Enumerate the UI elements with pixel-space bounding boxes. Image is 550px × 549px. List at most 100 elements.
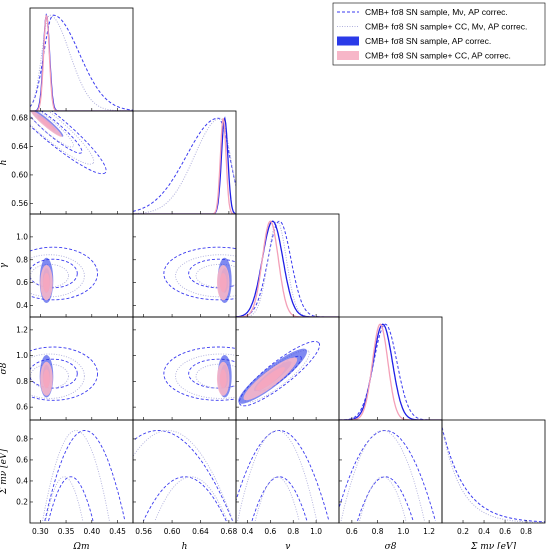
contour-line-1-2 [30, 111, 95, 165]
xtick-label-gamma-3: 1.0 [310, 527, 322, 536]
legend-label-2: CMB+ fσ8 SN sample, AP correc. [365, 36, 491, 46]
marginal-curve-sigma8-3 [339, 323, 442, 420]
xtick-label-omega_m-1: 0.35 [58, 527, 75, 536]
legend-label-1: CMB+ fσ8 SN sample+ CC, Mν, AP correc. [365, 22, 527, 32]
ytick-label-sigma8-2: 1.0 [16, 351, 28, 360]
ytick-label-gamma-1: 0.6 [16, 278, 28, 287]
ytick-label-gamma-2: 0.8 [16, 255, 28, 264]
contour-omega_m-gamma [30, 246, 98, 304]
contour-line-0-2 [163, 346, 236, 401]
yaxis-label-sigma8: σ8 [0, 362, 9, 374]
marginal-curve-gamma-1 [236, 220, 339, 317]
xtick-label-h-1: 0.60 [164, 527, 181, 536]
marginal-h [133, 116, 236, 214]
contour-fill-3-1 [38, 116, 55, 131]
contour-line-0-1 [251, 476, 308, 522]
xtick-label-sigma8-1: 0.8 [372, 527, 384, 536]
marginal-curve-h-0 [133, 117, 236, 212]
marginal-omega_m [30, 13, 133, 111]
ytick-label-sigma8-3: 1.2 [16, 325, 28, 334]
marginal-curve-gamma-0 [236, 220, 339, 317]
contour-line-0-1 [30, 258, 78, 289]
contour-h-gamma [163, 246, 236, 304]
contour-sigma8-sum_mnu [339, 430, 436, 522]
xtick-label-sigma8-2: 1.0 [397, 527, 409, 536]
ytick-label-sigma8-1: 0.8 [16, 377, 28, 386]
ytick-label-gamma-3: 1.0 [16, 232, 28, 241]
contour-line-1-1 [154, 476, 228, 522]
contour-line-1-2 [30, 353, 85, 399]
contour-line-1-1 [30, 263, 69, 288]
ytick-label-h-0: 0.56 [11, 199, 28, 208]
xaxis-label-sum_mnu: Σ mν [eV] [470, 542, 516, 549]
xtick-label-h-3: 0.68 [221, 527, 238, 536]
contour-fill-3-1 [219, 369, 227, 389]
marginal-curve-omega_m-0 [30, 14, 133, 111]
xaxis-label-h: h [182, 542, 188, 549]
marginal-gamma [236, 220, 339, 317]
xtick-label-omega_m-0: 0.30 [32, 527, 49, 536]
marginal-curve-sum_mnu-0 [442, 427, 545, 523]
ytick-label-sum_mnu-2: 0.6 [16, 455, 28, 464]
contour-fill-3-1 [43, 273, 50, 293]
marginal-curve-sigma8-2 [339, 323, 442, 420]
contour-fill-3-1 [219, 273, 227, 293]
marginal-curve-h-2 [133, 116, 236, 214]
contour-line-1-2 [175, 353, 236, 399]
contour-line-0-1 [143, 476, 227, 522]
yaxis-label-gamma: γ [0, 262, 9, 268]
xtick-label-sum_mnu-1: 0.4 [478, 527, 490, 536]
contour-line-1-2 [340, 430, 425, 522]
xaxis-label-sigma8: σ8 [385, 542, 397, 549]
xaxis-label-gamma: γ [285, 542, 291, 549]
xtick-label-gamma-2: 0.8 [287, 527, 299, 536]
marginal-curve-gamma-3 [236, 220, 339, 317]
xtick-label-sigma8-0: 0.6 [346, 527, 358, 536]
xtick-label-sigma8-3: 1.2 [423, 527, 435, 536]
contour-gamma-sum_mnu [236, 430, 330, 522]
ytick-label-gamma-0: 0.4 [16, 301, 28, 310]
marginal-curve-h-1 [133, 117, 236, 214]
contour-line-0-2 [339, 430, 436, 522]
legend-swatch-2 [337, 36, 359, 46]
legend-swatch-3 [337, 51, 359, 60]
panel-frame-3-4 [338, 419, 443, 524]
xtick-label-sum_mnu-0: 0.2 [457, 527, 469, 536]
ytick-label-sum_mnu-3: 0.8 [16, 434, 28, 443]
legend-label-3: CMB+ fσ8 SN sample+ CC, AP correc. [365, 51, 511, 61]
panel-frame-1-4 [132, 419, 237, 524]
ytick-label-h-3: 0.68 [11, 114, 28, 123]
marginal-curve-gamma-2 [236, 220, 339, 317]
contour-line-0-2 [163, 246, 236, 301]
contour-line-1-1 [254, 476, 300, 522]
contour-h-sigma8 [163, 346, 236, 401]
contour-line-1-1 [195, 263, 236, 288]
contour-line-0-1 [48, 476, 94, 522]
ytick-label-sigma8-0: 0.6 [16, 403, 28, 412]
ytick-label-h-1: 0.60 [11, 170, 28, 179]
contour-line-0-2 [44, 430, 126, 522]
yaxis-label-sum_mnu: Σ mν [eV] [0, 449, 9, 495]
legend-box [332, 2, 546, 66]
contour-line-0-2 [30, 111, 107, 175]
contour-line-0-2 [30, 246, 98, 301]
marginal-curve-sum_mnu-1 [442, 427, 545, 523]
xtick-label-sum_mnu-3: 0.8 [520, 527, 532, 536]
xtick-label-h-2: 0.64 [192, 527, 209, 536]
marginal-curve-sigma8-0 [339, 323, 442, 420]
contour-fill-3-1 [43, 369, 50, 389]
xtick-label-gamma-1: 0.6 [264, 527, 276, 536]
marginal-curve-h-3 [133, 118, 236, 214]
contour-line-0-1 [357, 476, 414, 522]
contour-line-1-1 [45, 476, 84, 521]
panel-frame-2-4 [235, 419, 340, 524]
contour-line-0-1 [30, 111, 83, 154]
contour-omega_m-sigma8 [30, 346, 98, 401]
legend-label-0: CMB+ fσ8 SN sample, Mν, AP correc. [365, 7, 508, 17]
ytick-label-sum_mnu-1: 0.4 [16, 476, 28, 485]
panel-frame-4-4 [441, 419, 546, 524]
xtick-label-omega_m-3: 0.45 [109, 527, 126, 536]
yaxis-label-h: h [0, 160, 9, 166]
ytick-label-h-2: 0.64 [11, 142, 28, 151]
